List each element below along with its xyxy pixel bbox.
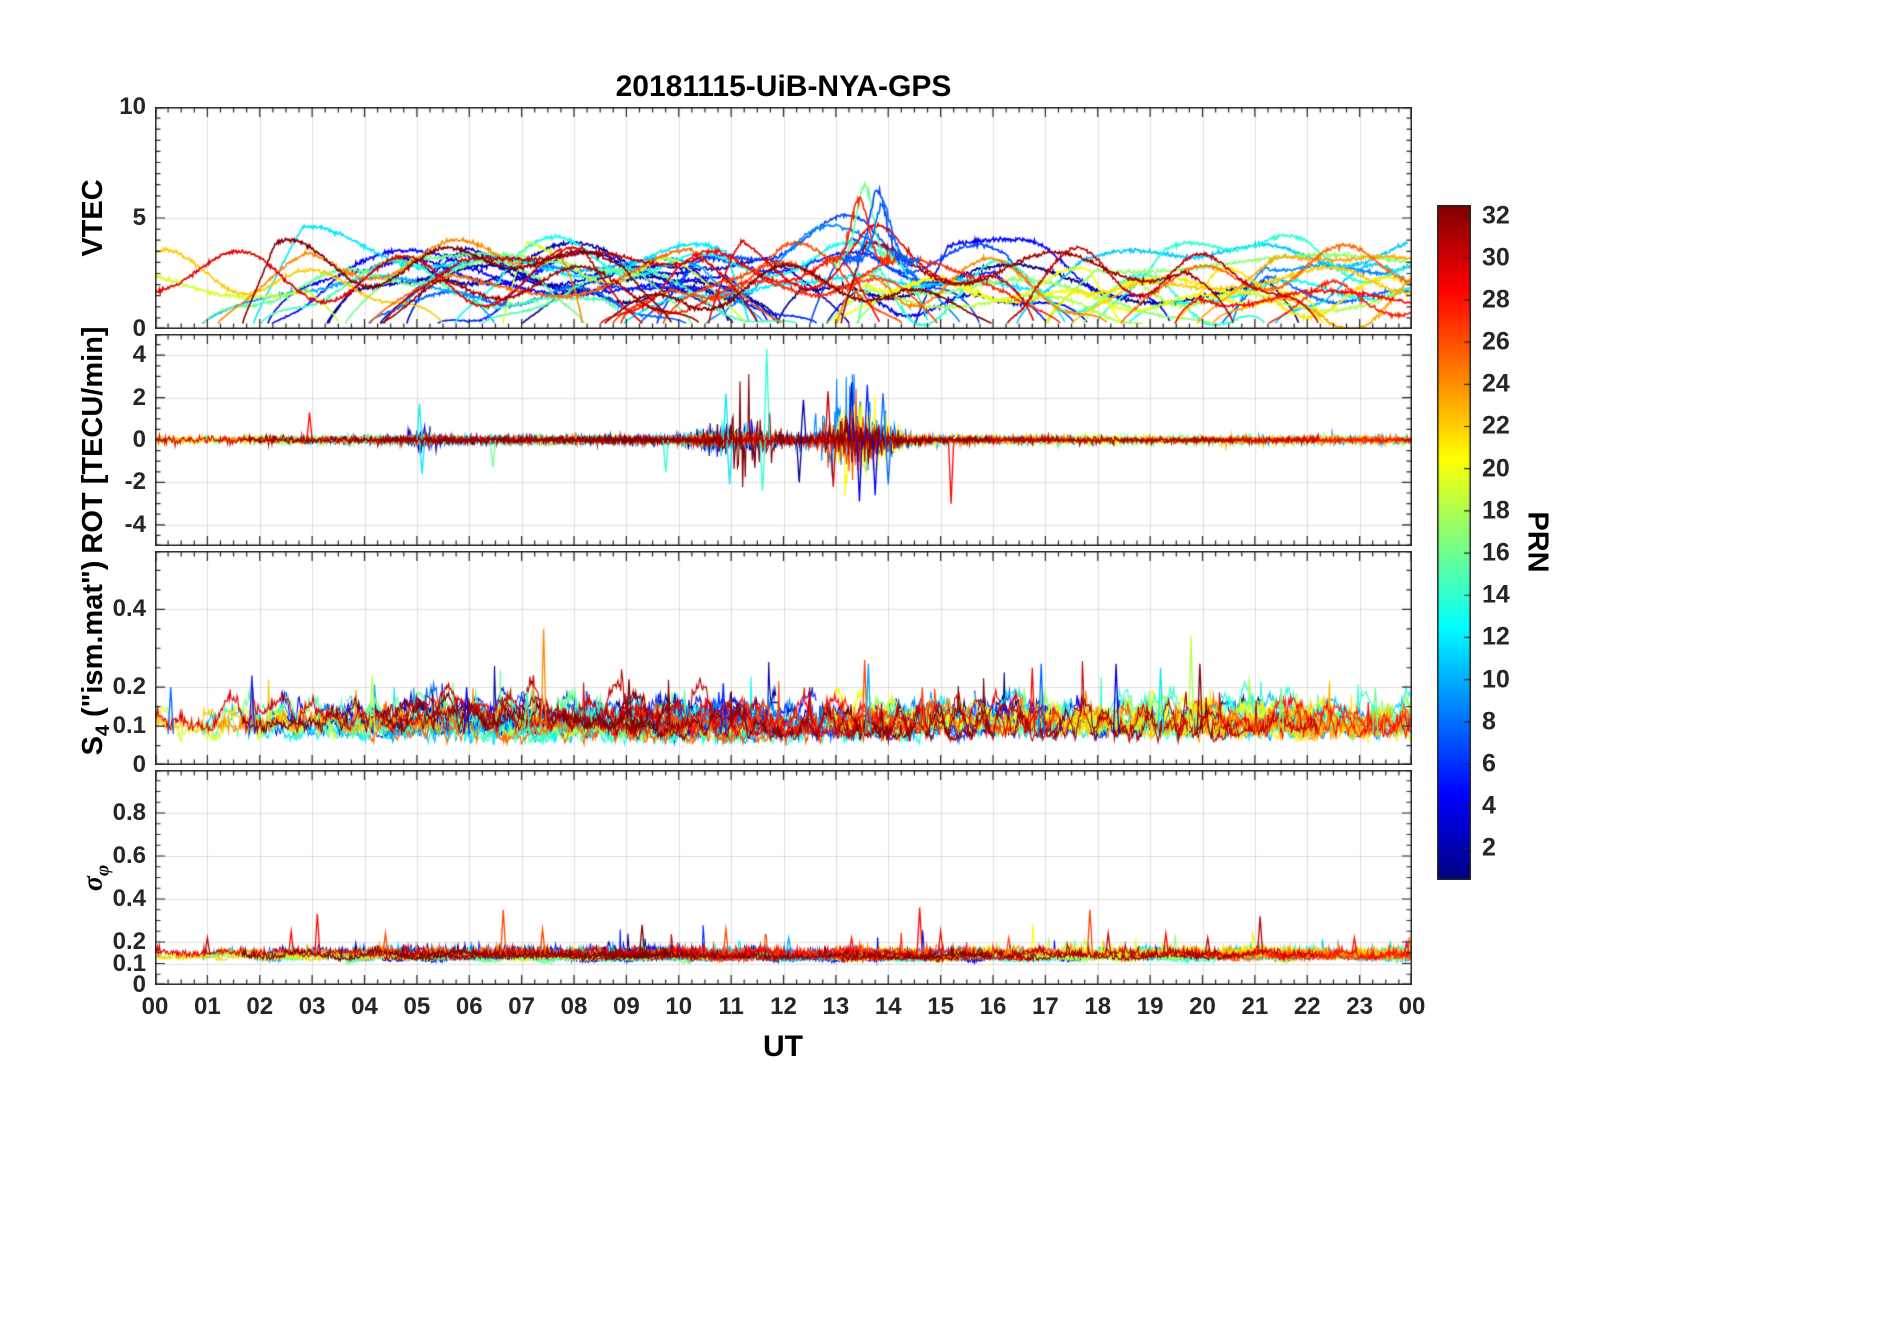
ylabel-vtec-text: VTEC [77,179,110,257]
s4-plot-canvas [155,551,1412,765]
y-tick-label: 0.4 [112,595,146,623]
x-tick-label: 10 [665,993,693,1020]
x-tick-label: 20 [1189,993,1216,1020]
colorbar-tick-label: 22 [1482,411,1510,440]
x-tick-label: 22 [1293,993,1321,1020]
y-tick-label: 0 [132,971,146,998]
colorbar-tick-label: 20 [1482,454,1510,483]
x-tick-label: 17 [1032,993,1059,1020]
colorbar-tick-label: 30 [1482,243,1510,272]
x-tick-label: 12 [770,993,797,1020]
colorbar-tick-label: 2 [1482,833,1496,862]
y-tick-label: 4 [132,341,146,369]
x-tick-label: 16 [979,993,1007,1020]
x-tick-label: 15 [927,993,954,1020]
y-tick-label: 0.1 [112,949,146,977]
x-tick-label: 19 [1136,993,1164,1020]
colorbar-tick-label: 8 [1482,707,1496,736]
ylabel-vtec: VTEC [77,179,115,256]
y-tick-label: 0.8 [112,799,146,826]
x-tick-label: 05 [403,993,431,1020]
colorbar-label: PRN [1521,511,1554,573]
ylabel-rot: ROT [TECU/min] [77,326,115,553]
colorbar-tick-label: 18 [1482,496,1510,525]
ylabel-rot-text: ROT [TECU/min] [77,326,110,554]
ylabel-s4-rest: ("ism.mat") [77,560,110,726]
x-tick-label: 11 [718,993,744,1020]
y-tick-label: 0.2 [112,928,146,955]
y-tick-label: 10 [119,93,146,120]
y-tick-label: 5 [132,204,146,231]
ylabel-s4-text: S [77,736,110,756]
x-tick-label: 00 [1398,993,1426,1020]
x-tick-label: 21 [1241,993,1269,1020]
colorbar-tick-label: 6 [1482,749,1496,778]
x-tick-label: 18 [1084,993,1112,1020]
y-tick-label: 0.4 [112,885,146,912]
rot-plot-canvas [155,334,1412,546]
y-tick-label: 0 [132,315,146,342]
y-tick-label: 0 [132,751,146,778]
x-tick-label: 03 [298,993,326,1020]
chart-title: 20181115-UiB-NYA-GPS [615,70,952,103]
colorbar-tick-label: 32 [1482,201,1510,230]
colorbar-tick-label: 12 [1482,622,1510,651]
x-tick-label: 23 [1346,993,1373,1020]
y-tick-label: 0.6 [112,842,146,869]
y-tick-label: 0 [132,426,146,453]
x-tick-label: 01 [194,993,221,1020]
colorbar-tick-label: 26 [1482,327,1510,356]
x-tick-label: 08 [560,993,588,1020]
ylabel-sigma-phi: σφ [78,864,115,890]
vtec-plot-canvas [155,107,1412,329]
colorbar-tick-label: 24 [1482,369,1510,398]
y-tick-label: 0.1 [112,712,146,740]
sigma-phi-plot-canvas [155,770,1412,985]
x-tick-label: 13 [822,993,850,1020]
y-tick-label: 2 [132,383,146,411]
prn-colorbar [1437,205,1471,880]
x-tick-label: 14 [874,993,902,1020]
x-tick-label: 04 [351,993,378,1020]
ylabel-s4-sub: 4 [91,725,114,737]
colorbar-tick-label: 4 [1482,791,1496,820]
x-axis-label: UT [763,1030,803,1063]
y-tick-label: 0.2 [112,673,146,701]
colorbar-tick-label: 14 [1482,580,1510,609]
x-tick-label: 00 [141,993,169,1020]
colorbar-tick-label: 28 [1482,285,1510,314]
y-tick-label: -2 [124,468,146,496]
x-tick-label: 02 [246,993,274,1020]
ylabel-sigma-sub: φ [92,864,114,876]
colorbar-tick-label: 10 [1482,665,1510,694]
colorbar-tick-label: 16 [1482,538,1510,567]
ylabel-s4: S4 ("ism.mat") [77,561,115,756]
x-tick-label: 07 [508,993,535,1020]
ylabel-sigma-text: σ [77,875,109,891]
x-tick-label: 06 [455,993,483,1020]
x-tick-label: 09 [613,993,640,1020]
y-tick-label: -4 [124,510,146,538]
